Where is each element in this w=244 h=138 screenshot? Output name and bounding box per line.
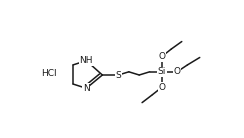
Text: O: O: [158, 52, 165, 61]
Text: Si: Si: [158, 67, 166, 76]
Text: O: O: [173, 67, 181, 76]
Text: N: N: [83, 84, 90, 93]
Text: NH: NH: [80, 56, 93, 65]
Text: S: S: [116, 71, 121, 79]
Text: O: O: [158, 83, 165, 92]
Text: HCl: HCl: [41, 69, 57, 78]
